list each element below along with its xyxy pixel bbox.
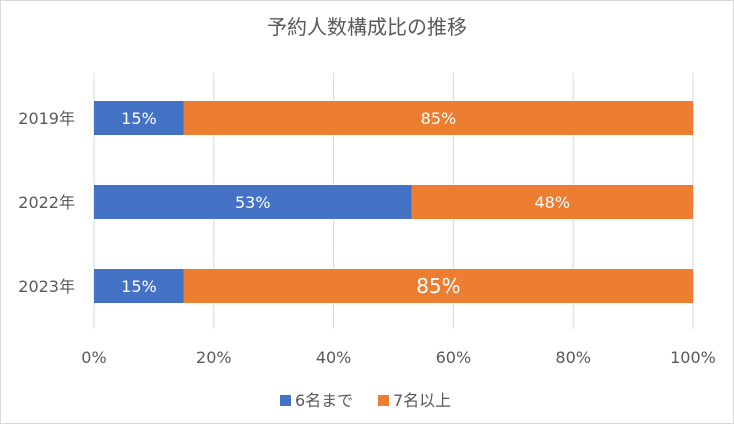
bar-series: 15% 85% 53% 48% 15% 85% xyxy=(94,101,693,303)
bar-segment xyxy=(94,185,412,219)
x-tick-label: 20% xyxy=(196,348,232,367)
x-tick-label: 100% xyxy=(670,348,716,367)
x-tick-label: 40% xyxy=(316,348,352,367)
bar-segment xyxy=(183,101,693,135)
chart-title: 予約人数構成比の推移 xyxy=(267,15,467,39)
legend-swatch xyxy=(280,395,291,406)
x-tick-label: 0% xyxy=(81,348,106,367)
bar-segment xyxy=(94,101,184,135)
category-label: 2023年 xyxy=(18,277,75,296)
legend-label: 7名以上 xyxy=(393,391,451,410)
data-label: 85% xyxy=(416,274,460,298)
category-label: 2022年 xyxy=(18,193,75,212)
data-label: 48% xyxy=(534,193,570,212)
data-label: 53% xyxy=(235,193,271,212)
legend-swatch xyxy=(378,395,389,406)
data-label: 15% xyxy=(121,277,157,296)
legend: 6名まで 7名以上 xyxy=(280,391,451,410)
x-tick-label: 60% xyxy=(436,348,472,367)
bar-segment xyxy=(94,269,184,303)
bar-segment xyxy=(411,185,693,219)
data-label: 15% xyxy=(121,109,157,128)
x-tick-label: 80% xyxy=(555,348,591,367)
legend-label: 6名まで xyxy=(295,391,353,410)
category-labels: 2019年 2022年 2023年 xyxy=(18,109,75,296)
category-label: 2019年 xyxy=(18,109,75,128)
bar-segment xyxy=(183,269,693,303)
data-label: 85% xyxy=(421,109,457,128)
x-axis-tick-labels: 0% 20% 40% 60% 80% 100% xyxy=(81,348,716,367)
